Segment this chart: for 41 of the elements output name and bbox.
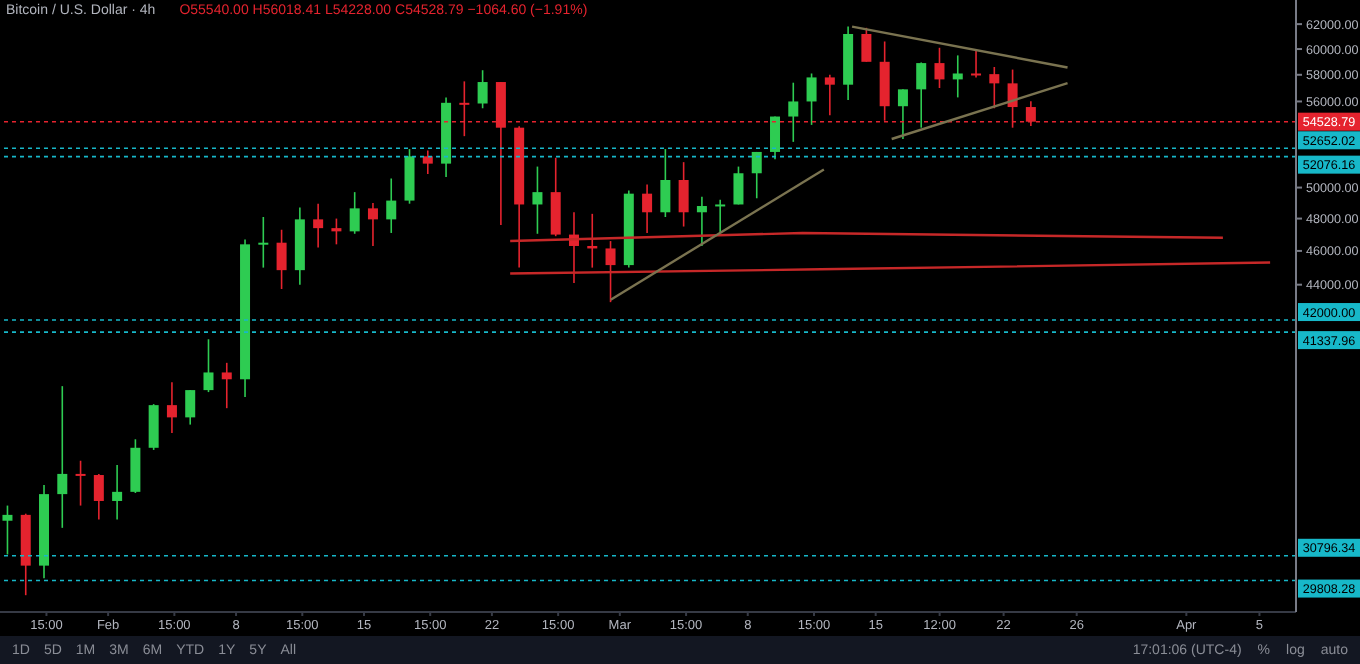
candlestick xyxy=(971,49,982,79)
candlestick xyxy=(532,165,543,235)
candlestick xyxy=(386,177,397,234)
candlestick xyxy=(185,389,196,426)
candlestick xyxy=(806,72,817,126)
candlestick xyxy=(715,199,726,234)
candlestick xyxy=(605,240,616,303)
candlestick xyxy=(989,66,1000,110)
candlestick xyxy=(952,54,963,99)
candlestick xyxy=(788,81,799,143)
candlestick xyxy=(550,156,561,237)
candlestick xyxy=(313,202,324,249)
candlestick xyxy=(130,438,141,494)
candlestick xyxy=(422,149,433,175)
candlestick xyxy=(93,473,104,521)
candlestick xyxy=(751,151,762,200)
candlestick xyxy=(75,459,86,507)
candlestick xyxy=(642,183,653,234)
candlestick xyxy=(221,362,232,409)
candlestick xyxy=(258,216,269,269)
candlestick xyxy=(148,403,159,451)
candlestick xyxy=(733,165,744,206)
candlestick xyxy=(678,161,689,228)
candlestick xyxy=(276,228,287,290)
candlestick xyxy=(166,381,177,434)
candlestick xyxy=(477,69,488,110)
candlestick xyxy=(897,88,908,140)
candlestick xyxy=(934,46,945,89)
candlestick xyxy=(916,61,927,129)
candlestick xyxy=(57,385,68,529)
candlestick xyxy=(824,73,835,116)
candlestick xyxy=(2,504,13,556)
candlestick xyxy=(861,27,872,63)
candlestick xyxy=(696,195,707,247)
candlestick xyxy=(349,191,360,235)
candlestick xyxy=(112,464,123,521)
candlestick xyxy=(203,338,214,393)
candlestick xyxy=(331,217,342,246)
candlestick xyxy=(404,148,415,205)
candlestick xyxy=(367,202,378,247)
candlestick xyxy=(660,148,671,218)
